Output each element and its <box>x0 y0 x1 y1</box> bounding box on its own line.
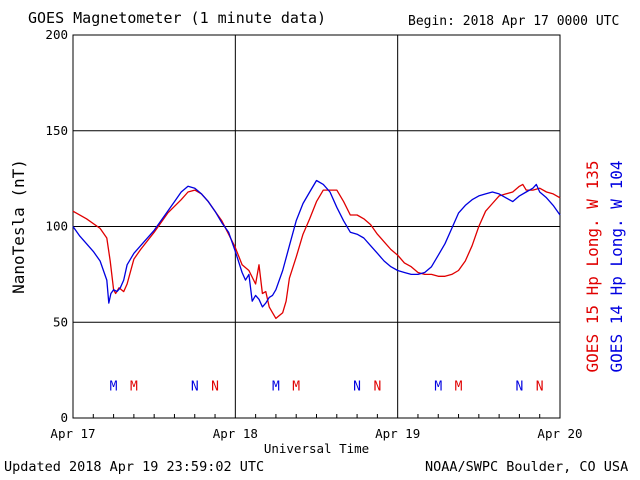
y-tick-label: 50 <box>53 314 68 329</box>
y-tick-label: 200 <box>45 27 68 42</box>
y-tick-label: 0 <box>60 410 68 425</box>
credit-text: NOAA/SWPC Boulder, CO USA <box>425 459 629 475</box>
updated-timestamp: Updated 2018 Apr 19 23:59:02 UTC <box>4 459 265 475</box>
marker-n: N <box>516 379 524 394</box>
chart-title: GOES Magnetometer (1 minute data) <box>28 9 327 27</box>
series-line-goes14 <box>72 179 561 308</box>
series-line-goes15 <box>72 183 561 320</box>
marker-n: N <box>211 379 219 394</box>
marker-n: N <box>536 379 544 394</box>
x-tick-label: Apr 20 <box>537 426 582 441</box>
marker-m: M <box>272 379 280 394</box>
x-tick-label: Apr 18 <box>213 426 258 441</box>
marker-m: M <box>292 379 300 394</box>
legend-goes14: GOES 14 Hp Long. W 104 <box>607 161 626 373</box>
marker-n: N <box>191 379 199 394</box>
marker-n: N <box>373 379 381 394</box>
x-tick-label: Apr 19 <box>375 426 420 441</box>
marker-m: M <box>110 379 118 394</box>
y-axis-label: NanoTesla (nT) <box>9 159 28 294</box>
marker-m: M <box>434 379 442 394</box>
x-tick-label: Apr 17 <box>50 426 95 441</box>
legend-goes15: GOES 15 Hp Long. W 135 <box>583 161 602 373</box>
marker-n: N <box>353 379 361 394</box>
y-tick-label: 150 <box>45 123 68 138</box>
x-axis-label: Universal Time <box>264 441 369 456</box>
marker-m: M <box>455 379 463 394</box>
marker-m: M <box>130 379 138 394</box>
y-tick-label: 100 <box>45 219 68 234</box>
begin-time: Begin: 2018 Apr 17 0000 UTC <box>408 14 620 29</box>
